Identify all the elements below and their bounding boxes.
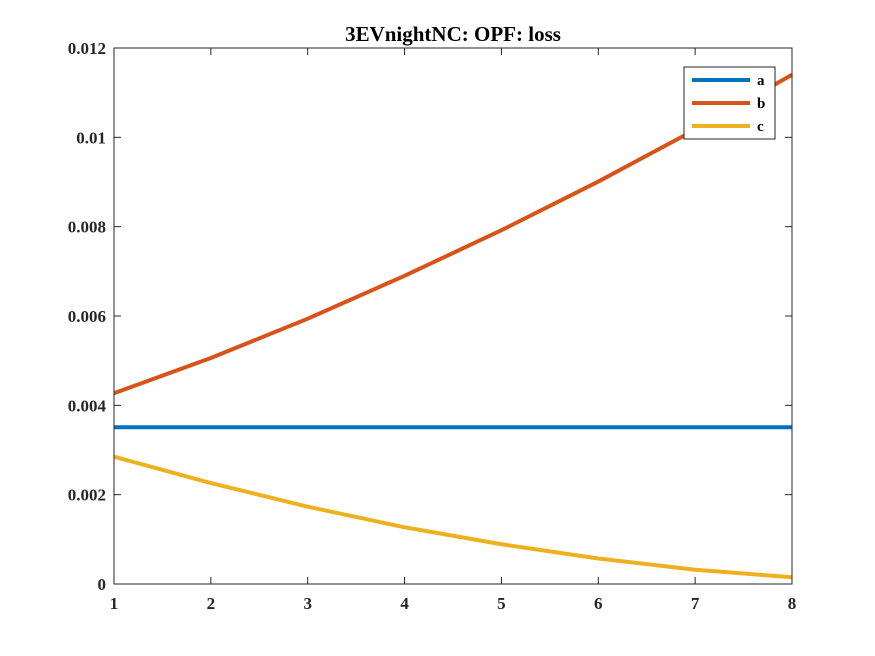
chart-title: 3EVnightNC: OPF: loss [345,22,561,46]
x-tick-label: 5 [497,594,506,613]
legend: abc [683,66,776,140]
x-tick-label: 6 [594,594,603,613]
series-line-b [113,73,793,396]
y-tick-label: 0.002 [68,486,106,505]
series-line-c [113,454,793,580]
x-tick-label: 4 [400,594,409,613]
series-layer [113,73,793,580]
y-tick-label: 0.01 [76,128,106,147]
y-tick-label: 0.008 [68,218,106,237]
ticks-layer: 1 2 3 4 5 6 7 8 0 0.002 0.004 0.006 0.008 0.01 0.012 [68,39,797,613]
x-tick-label: 8 [788,594,797,613]
legend-label-a: a [757,73,765,89]
x-tick-label: 3 [303,594,312,613]
y-tick-label: 0.006 [68,307,106,326]
legend-label-b: b [757,96,765,112]
y-tick-label: 0 [98,575,107,594]
x-tick-label: 7 [691,594,700,613]
legend-label-c: c [757,119,764,135]
y-tick-label: 0.004 [68,396,107,415]
y-tick-label: 0.012 [68,39,106,58]
x-tick-label: 2 [207,594,216,613]
x-tick-label: 1 [110,594,119,613]
